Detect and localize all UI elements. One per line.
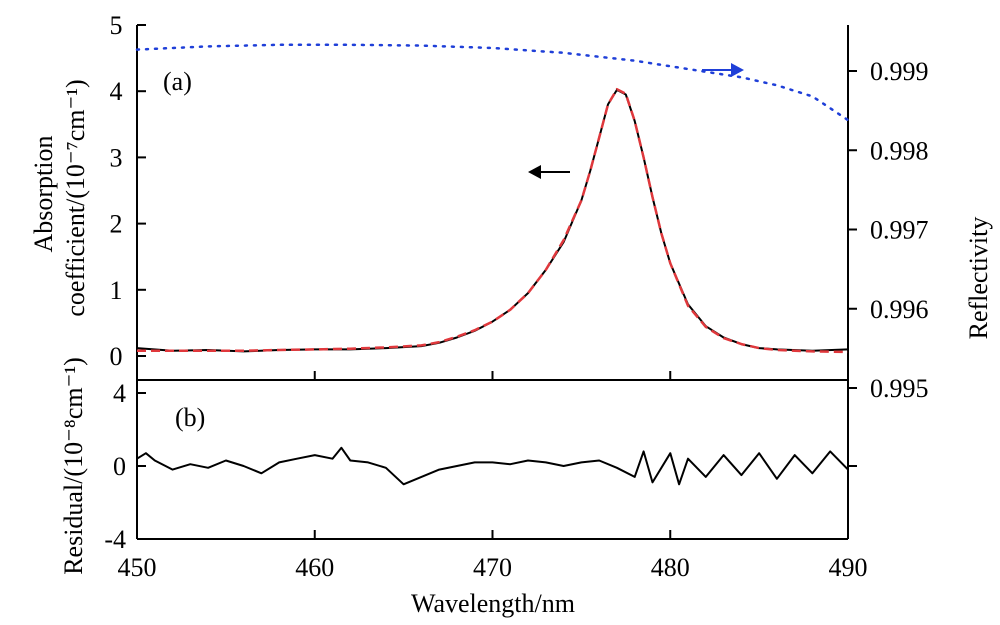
absorption-measured-line — [136, 88, 849, 353]
y-tick-label-b: 0 — [113, 452, 126, 481]
y-tick-label-a: 5 — [110, 11, 123, 40]
y2-tick-label: 0.999 — [870, 57, 929, 86]
y-axis-label-line2: coefficient/(10⁻⁷cm⁻¹) — [61, 79, 90, 316]
y-tick-label-a: 1 — [110, 276, 123, 305]
y-tick-label-a: 2 — [110, 210, 123, 239]
panel-label-b: (b) — [175, 403, 205, 432]
y-tick-label-b: 4 — [113, 379, 126, 408]
y-axis-label-line1: Absorption — [29, 136, 58, 253]
x-tick-label: 460 — [295, 553, 334, 582]
left-arrow — [528, 165, 570, 179]
panel-label-a: (a) — [163, 67, 192, 96]
y-tick-label-a: 3 — [110, 143, 123, 172]
reflectivity-line — [135, 43, 850, 122]
y-tick-label-b: -4 — [104, 525, 126, 554]
y-axis-label-residual: Residual/(10⁻⁸cm⁻¹) — [59, 357, 88, 575]
residual-line — [136, 446, 849, 486]
x-tick-label: 490 — [829, 553, 868, 582]
x-axis-label: Wavelength/nm — [411, 589, 575, 618]
tick-layer: 450 460 470 480 490 0 1 2 3 4 5 -4 0 4 0.995 0.996 0.997… — [104, 11, 928, 582]
y2-tick-label: 0.998 — [870, 136, 929, 165]
y-tick-label-a: 0 — [110, 342, 123, 371]
y2-axis-label: Reflectivity — [964, 217, 993, 340]
x-tick-label: 450 — [118, 553, 157, 582]
series-layer — [135, 43, 850, 486]
y-tick-label-a: 4 — [110, 77, 123, 106]
y2-tick-label: 0.996 — [870, 295, 929, 324]
x-tick-label: 470 — [473, 553, 512, 582]
y2-tick-label: 0.995 — [870, 374, 929, 403]
right-arrow — [702, 63, 744, 77]
absorption-fit-line — [137, 87, 849, 354]
x-tick-label: 480 — [651, 553, 690, 582]
y2-tick-label: 0.997 — [870, 216, 929, 245]
